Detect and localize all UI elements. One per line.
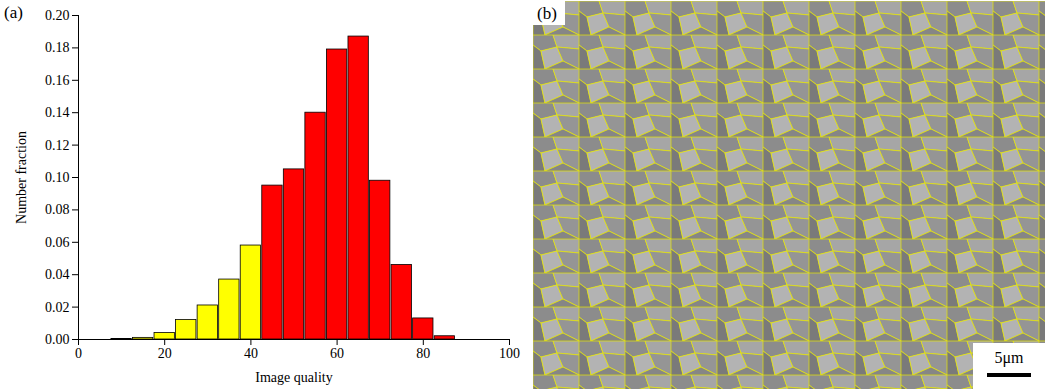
svg-text:0.16: 0.16: [45, 73, 70, 88]
svg-text:0.08: 0.08: [45, 202, 70, 217]
svg-text:80: 80: [416, 346, 430, 361]
svg-text:0.04: 0.04: [45, 267, 70, 282]
svg-text:0.02: 0.02: [45, 300, 70, 315]
svg-text:0.06: 0.06: [45, 235, 70, 250]
svg-text:Image quality: Image quality: [255, 370, 332, 385]
svg-text:(b): (b): [537, 4, 557, 23]
svg-text:5μm: 5μm: [994, 349, 1024, 367]
svg-text:Number fraction: Number fraction: [14, 131, 29, 224]
svg-text:0: 0: [75, 346, 82, 361]
svg-text:60: 60: [330, 346, 344, 361]
svg-text:0.10: 0.10: [45, 170, 70, 185]
svg-text:0.18: 0.18: [45, 40, 70, 55]
svg-text:20: 20: [158, 346, 172, 361]
svg-text:40: 40: [244, 346, 258, 361]
html-text:(a): (a): [4, 3, 23, 22]
svg-text:0.12: 0.12: [45, 138, 70, 153]
svg-text:0.20: 0.20: [45, 8, 70, 23]
svg-text:0.14: 0.14: [45, 105, 70, 120]
svg-text:0.00: 0.00: [45, 332, 70, 347]
svg-text:100: 100: [499, 346, 520, 361]
